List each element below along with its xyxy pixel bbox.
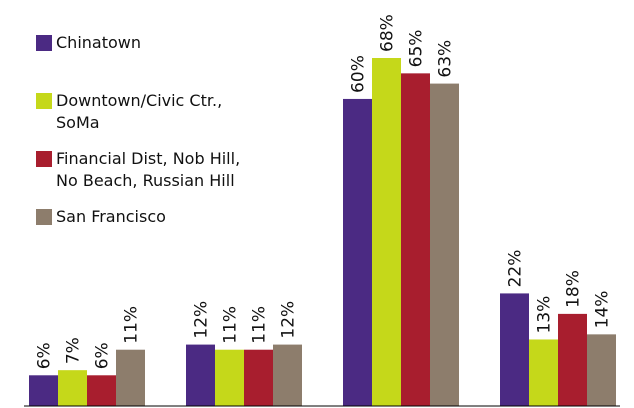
bars-group [29,58,616,407]
bar-series-3-category-4 [558,313,587,406]
value-label-series-3-category-4: 18% [564,270,584,308]
legend-item-downtown: Downtown/Civic Ctr., SoMa [36,90,222,134]
bar-series-4-category-1 [116,349,145,406]
bar-series-1-category-1 [29,375,58,406]
value-label-series-2-category-3: 68% [378,14,398,52]
bar-series-1-category-4 [500,293,529,406]
value-label-series-3-category-3: 65% [407,30,427,68]
legend-item-chinatown: Chinatown [36,32,141,54]
legend-swatch-chinatown [36,35,52,51]
value-labels-group: 6% 12% 60% 22% 7% 11% 68% 13% 6% 11% 65% 18% 11% 12% 6… [35,14,613,369]
bar-series-3-category-3 [401,73,430,407]
value-label-series-2-category-1: 7% [64,337,84,364]
value-label-series-1-category-2: 12% [192,301,212,339]
bar-series-1-category-2 [186,344,215,406]
value-label-series-2-category-4: 13% [535,296,555,334]
bar-series-2-category-1 [58,370,87,406]
bar-series-2-category-4 [529,339,558,406]
value-label-series-3-category-1: 6% [93,342,113,369]
bar-series-1-category-3 [343,98,372,407]
bar-series-4-category-2 [273,344,302,406]
value-label-series-2-category-2: 11% [221,306,241,344]
legend-swatch-downtown [36,93,52,109]
legend-label-chinatown: Chinatown [56,33,141,52]
value-label-series-4-category-4: 14% [593,291,613,329]
value-label-series-4-category-2: 12% [279,301,299,339]
legend-item-san-francisco: San Francisco [36,206,166,228]
value-label-series-4-category-3: 63% [436,40,456,78]
bar-series-2-category-3 [372,58,401,406]
value-label-series-3-category-2: 11% [250,306,270,344]
bar-series-4-category-4 [587,334,616,406]
value-label-series-1-category-1: 6% [35,342,55,369]
value-label-series-1-category-3: 60% [349,55,369,93]
value-label-series-4-category-1: 11% [122,306,142,344]
legend-swatch-financial-district [36,151,52,167]
legend-item-financial-district: Financial Dist, Nob Hill, No Beach, Russ… [36,148,240,192]
bar-series-3-category-2 [244,349,273,406]
bar-series-3-category-1 [87,375,116,406]
legend-label-downtown: Downtown/Civic Ctr., SoMa [56,91,223,132]
value-label-series-1-category-4: 22% [506,250,526,288]
bar-series-4-category-3 [430,83,459,407]
legend-label-san-francisco: San Francisco [56,207,166,226]
bar-series-2-category-2 [215,349,244,406]
legend-label-financial-district: Financial Dist, Nob Hill, No Beach, Russ… [56,149,241,190]
legend-swatch-san-francisco [36,209,52,225]
